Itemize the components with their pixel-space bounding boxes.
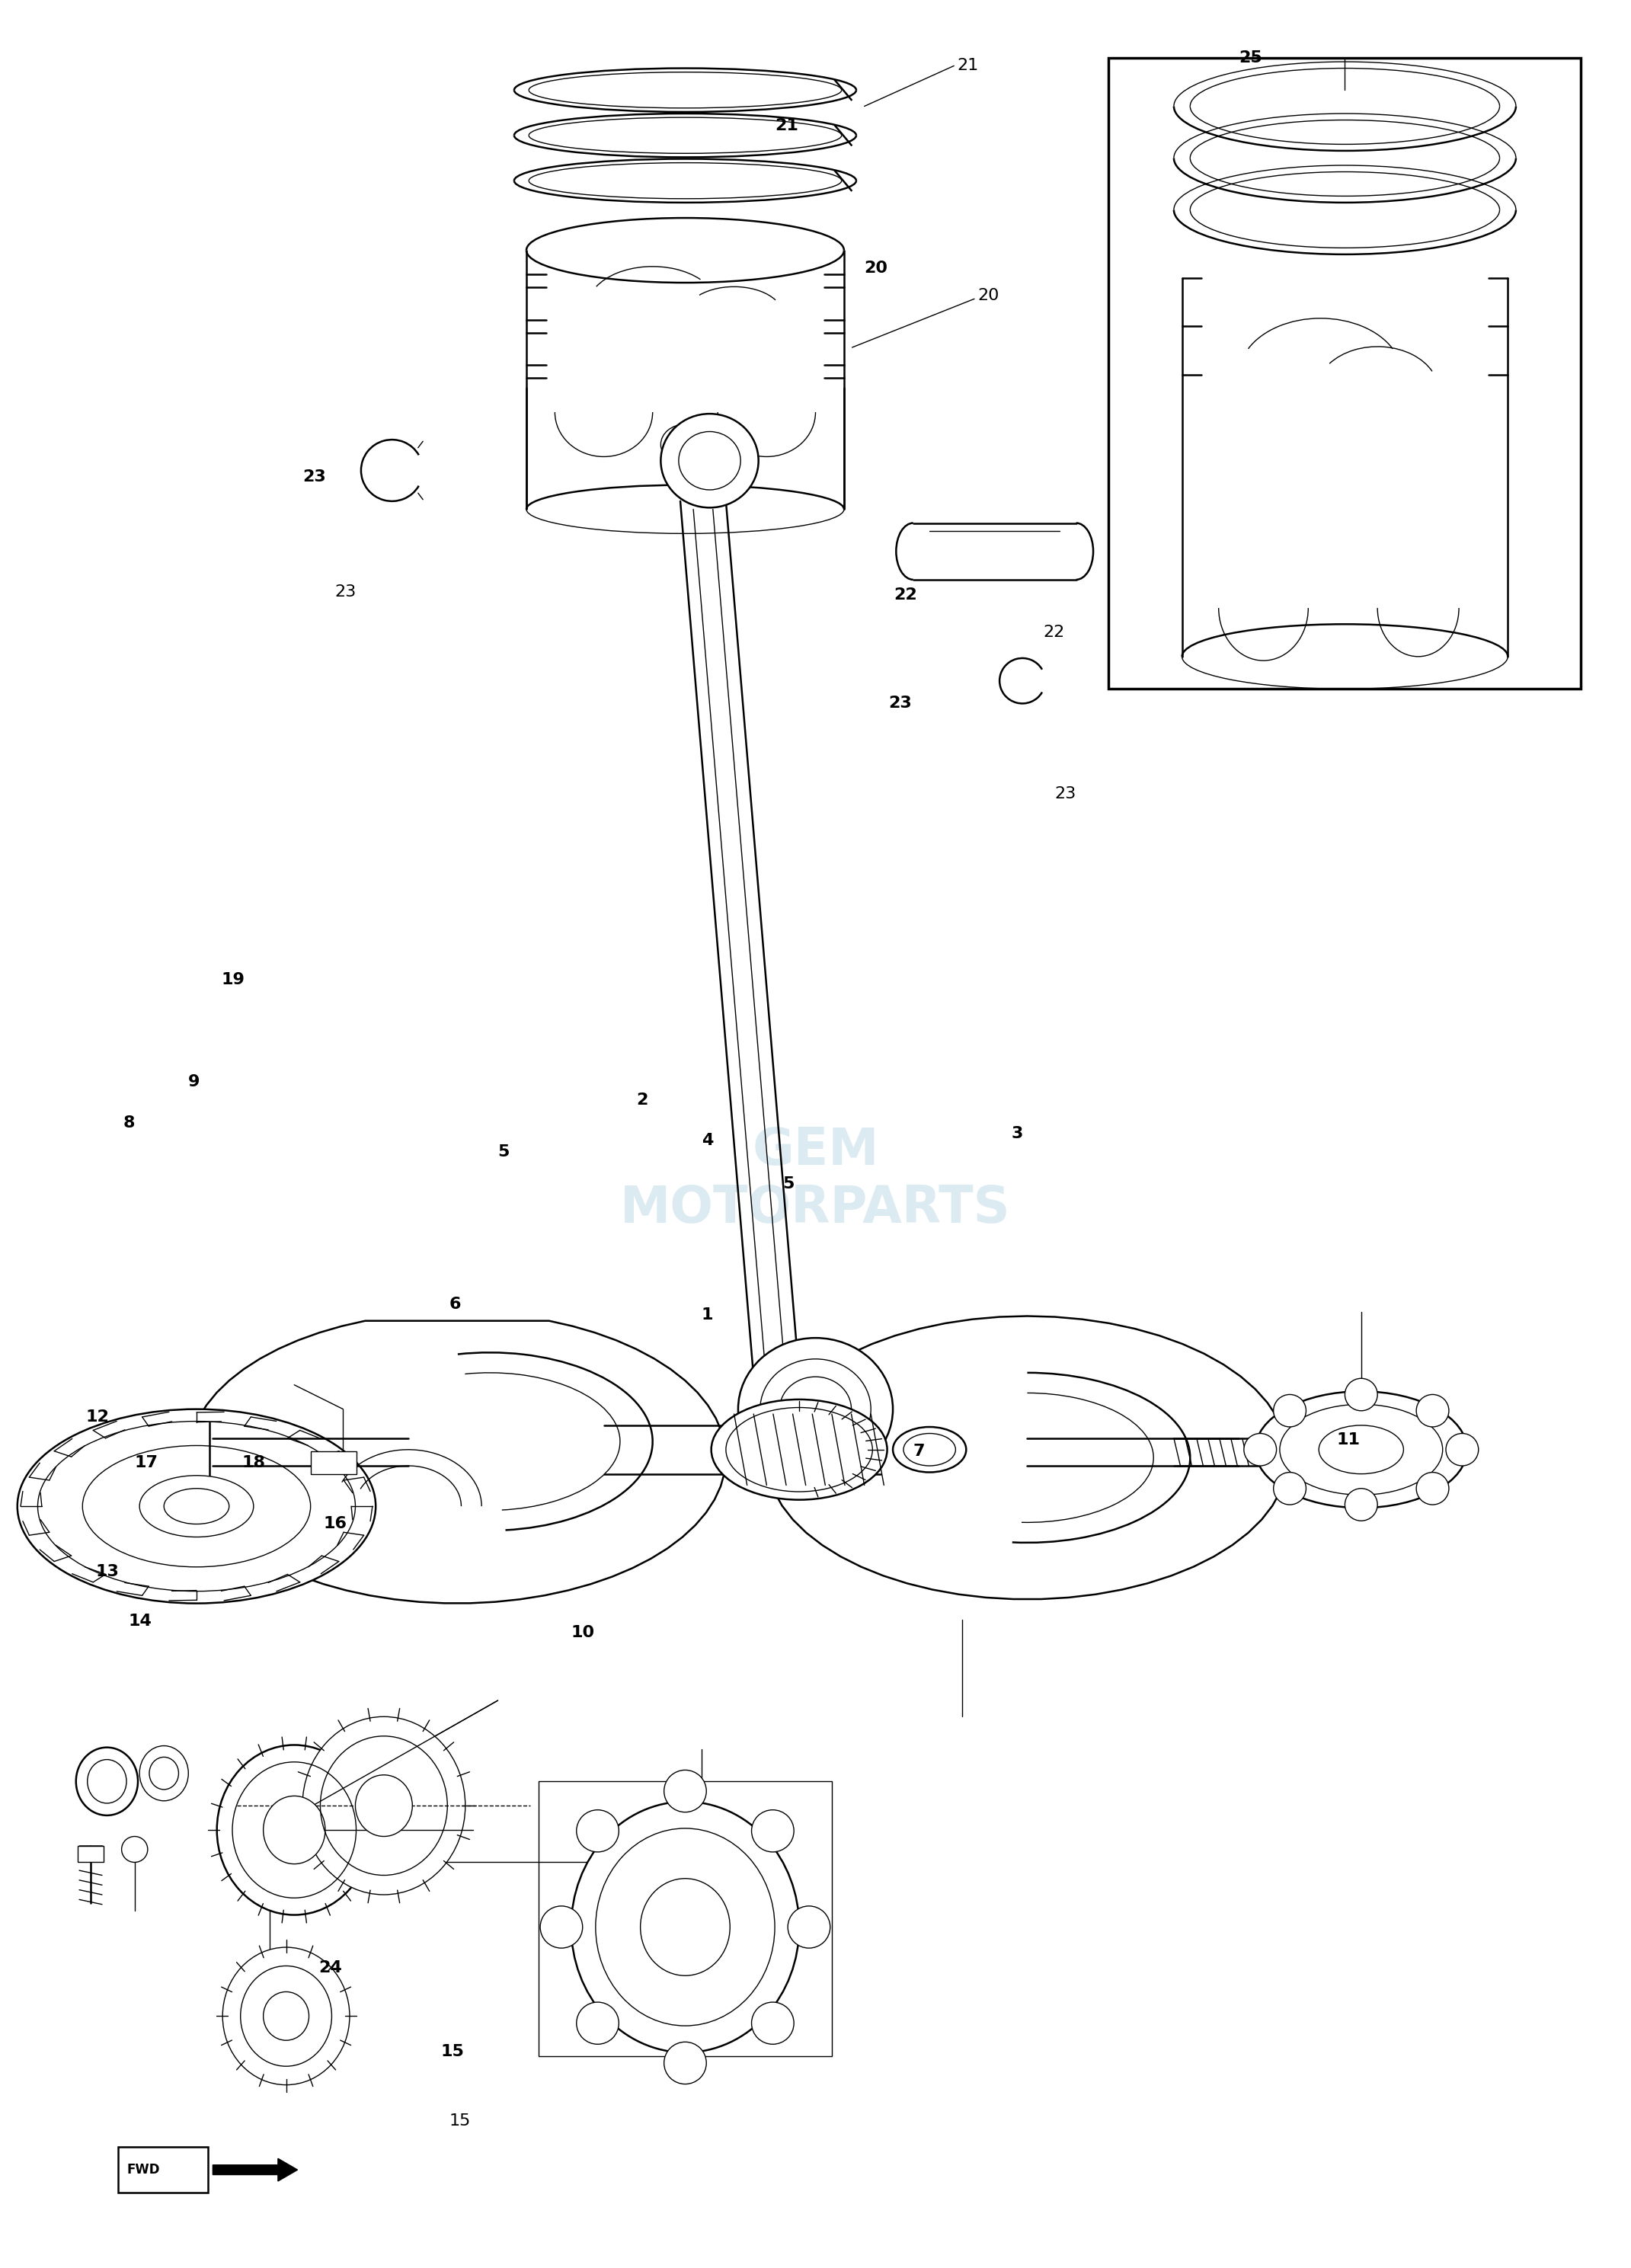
- Ellipse shape: [661, 413, 758, 508]
- Text: 18: 18: [241, 1456, 266, 1470]
- Text: 23: 23: [889, 696, 912, 712]
- Circle shape: [1346, 1488, 1378, 1522]
- Text: 23: 23: [1055, 787, 1076, 801]
- Ellipse shape: [222, 1948, 349, 2084]
- Ellipse shape: [356, 1776, 413, 1837]
- Text: 25: 25: [1240, 50, 1262, 66]
- Circle shape: [788, 1905, 830, 1948]
- Bar: [78, 1846, 104, 1862]
- Text: 12: 12: [86, 1411, 109, 1424]
- Text: FWD: FWD: [127, 2164, 160, 2177]
- Polygon shape: [189, 1320, 726, 1603]
- Bar: [119, 2148, 207, 2193]
- Text: 6: 6: [449, 1297, 462, 1311]
- Text: 22: 22: [894, 587, 917, 603]
- Text: 15: 15: [449, 2114, 471, 2130]
- Circle shape: [1445, 1433, 1478, 1465]
- Circle shape: [752, 1810, 794, 1853]
- Text: 13: 13: [96, 1563, 119, 1579]
- Text: 23: 23: [334, 585, 357, 599]
- Bar: [310, 1452, 356, 1474]
- Circle shape: [576, 2003, 618, 2043]
- Ellipse shape: [892, 1427, 966, 1472]
- Ellipse shape: [18, 1408, 375, 1603]
- Ellipse shape: [571, 1801, 799, 2053]
- Circle shape: [752, 2003, 794, 2043]
- Ellipse shape: [263, 1991, 308, 2041]
- Ellipse shape: [140, 1746, 188, 1801]
- Text: 5: 5: [783, 1177, 794, 1191]
- Ellipse shape: [77, 1746, 139, 1814]
- Text: 2: 2: [636, 1093, 648, 1107]
- Ellipse shape: [641, 1878, 731, 1975]
- Circle shape: [1274, 1395, 1306, 1427]
- Circle shape: [1416, 1472, 1448, 1504]
- Circle shape: [664, 1769, 706, 1812]
- Text: 19: 19: [220, 973, 245, 987]
- Text: 10: 10: [571, 1624, 595, 1640]
- Circle shape: [576, 1810, 618, 1853]
- Text: 21: 21: [957, 59, 979, 73]
- Ellipse shape: [140, 1476, 253, 1538]
- Ellipse shape: [302, 1717, 465, 1894]
- Ellipse shape: [739, 1338, 892, 1481]
- Text: 14: 14: [129, 1613, 152, 1628]
- Circle shape: [1416, 1395, 1448, 1427]
- Circle shape: [1244, 1433, 1277, 1465]
- Text: 5: 5: [497, 1145, 509, 1159]
- FancyArrow shape: [212, 2159, 297, 2182]
- Text: 17: 17: [135, 1456, 158, 1470]
- Ellipse shape: [711, 1399, 887, 1499]
- Text: 15: 15: [440, 2043, 465, 2059]
- Text: 11: 11: [1337, 1433, 1360, 1447]
- Text: 4: 4: [701, 1134, 713, 1148]
- Circle shape: [1346, 1379, 1378, 1411]
- Circle shape: [122, 1837, 148, 1862]
- Text: 20: 20: [977, 288, 1000, 304]
- Text: GEM
MOTORPARTS: GEM MOTORPARTS: [620, 1125, 1011, 1234]
- Text: 16: 16: [323, 1515, 347, 1531]
- Circle shape: [664, 2041, 706, 2084]
- Circle shape: [540, 1905, 582, 1948]
- Text: 21: 21: [775, 118, 798, 134]
- Circle shape: [1274, 1472, 1306, 1504]
- Text: 7: 7: [913, 1445, 925, 1458]
- Ellipse shape: [217, 1744, 372, 1914]
- Text: 9: 9: [188, 1075, 201, 1089]
- Bar: [1109, 57, 1580, 689]
- Text: 3: 3: [1011, 1127, 1023, 1141]
- Polygon shape: [767, 1315, 1288, 1599]
- Ellipse shape: [263, 1796, 325, 1864]
- Text: 24: 24: [318, 1960, 343, 1975]
- Text: 20: 20: [864, 261, 887, 277]
- Text: 8: 8: [124, 1116, 135, 1129]
- Text: 22: 22: [1044, 624, 1065, 640]
- Ellipse shape: [661, 424, 709, 465]
- Text: 1: 1: [701, 1309, 713, 1322]
- Ellipse shape: [1256, 1390, 1466, 1508]
- Text: 23: 23: [302, 469, 326, 485]
- Bar: [538, 1780, 832, 2057]
- Ellipse shape: [1319, 1424, 1404, 1474]
